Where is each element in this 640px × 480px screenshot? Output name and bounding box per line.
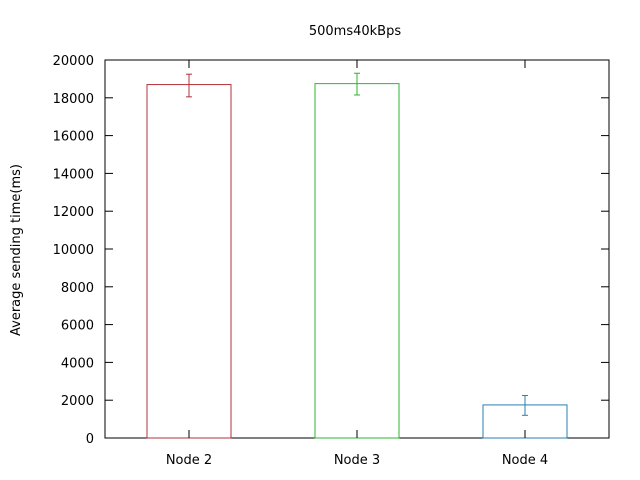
plot-axes <box>104 59 610 439</box>
y-tick-label: 10000 <box>53 243 94 258</box>
y-tick-label: 18000 <box>53 92 94 107</box>
x-ticks-group: Node 2 Node 3 Node 4 <box>166 60 548 468</box>
plot-frame <box>104 59 610 439</box>
y-axis-label: Average sending time(ms) <box>9 164 24 336</box>
y-tick-label: 20000 <box>53 54 94 69</box>
y-tick-label: 6000 <box>61 319 94 334</box>
bars-group <box>146 83 568 439</box>
y-tick-label: 14000 <box>53 167 94 182</box>
y-tick-label: 4000 <box>61 356 94 371</box>
error-bars-group <box>186 72 528 416</box>
x-tick-label: Node 4 <box>502 453 548 468</box>
y-tick-label: 12000 <box>53 205 94 220</box>
y-tick-label: 16000 <box>53 130 94 145</box>
y-tick-label: 0 <box>86 432 94 447</box>
y-tick-label: 8000 <box>61 281 94 296</box>
bar <box>314 83 400 439</box>
chart-title: 500ms40kBps <box>309 24 401 39</box>
x-tick-label: Node 3 <box>334 453 380 468</box>
y-ticks-group: 0 2000 4000 6000 8000 10000 12000 14000 16000 180… <box>53 54 609 447</box>
x-tick-label: Node 2 <box>166 453 212 468</box>
bar <box>146 84 232 439</box>
y-tick-label: 2000 <box>61 394 94 409</box>
